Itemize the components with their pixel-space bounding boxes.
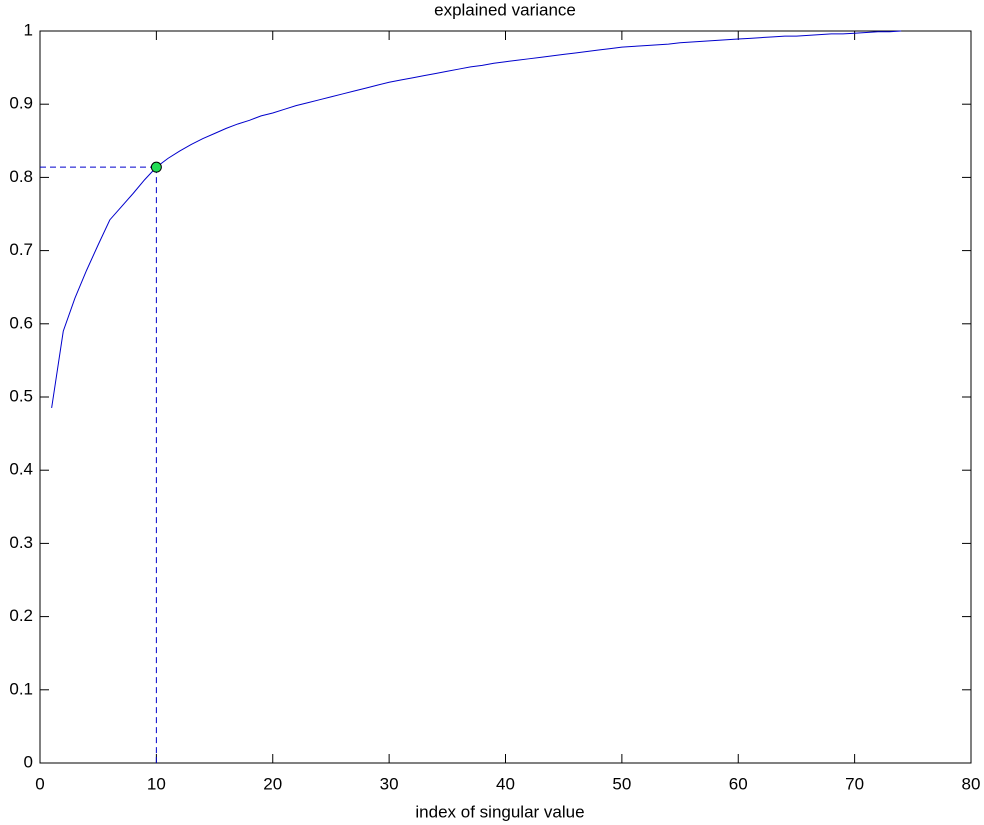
y-tick-label: 0.1 xyxy=(9,679,33,698)
y-tick-label: 1 xyxy=(24,20,33,39)
y-tick-label: 0.9 xyxy=(9,94,33,113)
x-tick-label: 30 xyxy=(380,774,399,793)
y-tick-label: 0.8 xyxy=(9,167,33,186)
x-tick-label: 80 xyxy=(962,774,981,793)
x-tick-label: 50 xyxy=(612,774,631,793)
chart-title: explained variance xyxy=(434,0,576,19)
x-axis-label: index of singular value xyxy=(415,802,584,821)
x-tick-label: 60 xyxy=(729,774,748,793)
y-tick-label: 0 xyxy=(24,752,33,771)
x-tick-label: 40 xyxy=(496,774,515,793)
x-tick-label: 20 xyxy=(263,774,282,793)
y-tick-label: 0.4 xyxy=(9,460,33,479)
highlight-point xyxy=(150,161,162,173)
x-tick-label: 10 xyxy=(147,774,166,793)
line xyxy=(51,30,902,409)
x-tick-label: 70 xyxy=(845,774,864,793)
x-tick-label: 0 xyxy=(35,774,44,793)
y-tick-label: 0.6 xyxy=(9,313,33,332)
y-tick-label: 0.2 xyxy=(9,606,33,625)
y-tick-label: 0.5 xyxy=(9,386,33,405)
y-tick-label: 0.3 xyxy=(9,533,33,552)
y-tick-label: 0.7 xyxy=(9,240,33,259)
